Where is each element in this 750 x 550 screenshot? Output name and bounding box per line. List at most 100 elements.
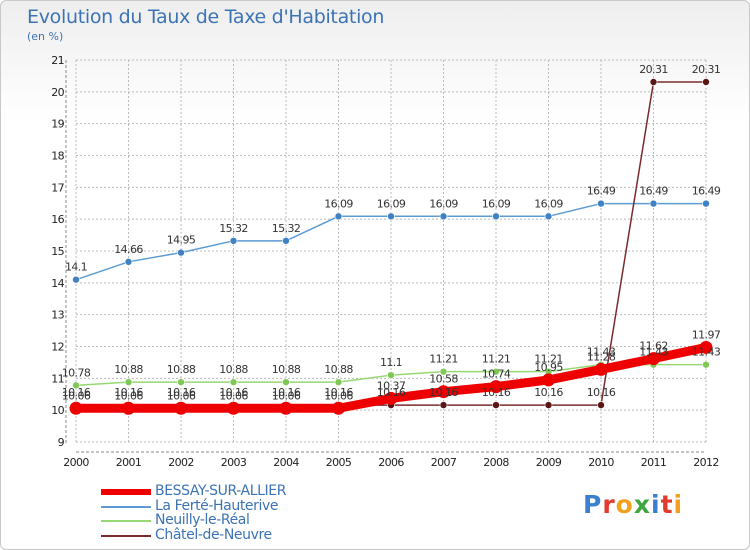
data-label: 14.95 xyxy=(167,234,196,247)
data-point xyxy=(542,373,555,387)
legend-label: BESSAY-SUR-ALLIER xyxy=(155,483,287,499)
data-point xyxy=(279,401,293,415)
data-label: 14.1 xyxy=(65,261,87,274)
data-label: 15.32 xyxy=(219,222,248,235)
data-point xyxy=(387,371,395,379)
data-label: 11.1 xyxy=(380,356,402,369)
data-labels: 14.1 14.66 14.95 15.32 15.32 16.09 16.09 16.09 1… xyxy=(62,63,722,402)
data-point xyxy=(177,378,185,386)
data-point xyxy=(437,385,450,399)
data-point xyxy=(124,378,133,386)
data-label: 10.16 xyxy=(482,386,511,399)
chart-unit: (en %) xyxy=(27,30,64,43)
data-label: 20.31 xyxy=(639,63,668,76)
data-point xyxy=(439,401,448,409)
data-point xyxy=(229,378,238,386)
data-point xyxy=(649,199,658,208)
legend-item-chatel[interactable]: Châtel-de-Neuvre xyxy=(101,526,361,544)
data-point xyxy=(122,401,135,415)
x-tick-label: 2004 xyxy=(273,456,299,469)
data-label: 10.88 xyxy=(272,363,301,376)
data-label: 11.43 xyxy=(692,346,721,359)
legend-label: Neuilly-le-Réal xyxy=(155,512,250,528)
data-point xyxy=(334,378,343,386)
data-label: 11.43 xyxy=(639,346,668,359)
data-point xyxy=(647,352,660,366)
data-label: 10.88 xyxy=(167,363,196,376)
y-tick-label: 17 xyxy=(51,181,64,194)
data-label: 10.16 xyxy=(114,386,143,399)
data-label: 11.28 xyxy=(587,350,616,363)
y-tick-label: 14 xyxy=(51,277,64,290)
x-tick-label: 2011 xyxy=(641,456,667,469)
data-label: 20.31 xyxy=(692,63,721,76)
data-label: 10.88 xyxy=(219,363,248,376)
logo-letter: t xyxy=(660,490,674,519)
x-tick-label: 2006 xyxy=(378,456,404,469)
data-point xyxy=(229,237,238,245)
data-label: 10.16 xyxy=(429,386,458,399)
legend-item-la-ferte[interactable]: La Ferté-Hauterive xyxy=(101,498,361,515)
data-point xyxy=(492,212,500,221)
data-label: 10.06 xyxy=(114,389,143,402)
y-tick-label: 9 xyxy=(58,436,65,449)
data-label: 10.88 xyxy=(324,363,353,376)
legend-item-neuilly[interactable]: Neuilly-le-Réal xyxy=(101,512,361,529)
data-point xyxy=(597,199,605,208)
data-label: 16.09 xyxy=(534,197,563,210)
logo-letter: x xyxy=(633,490,651,519)
x-tick-label: 2003 xyxy=(221,456,247,469)
data-point xyxy=(72,275,80,284)
data-label: 16.49 xyxy=(639,185,668,198)
data-point xyxy=(699,340,713,354)
data-point xyxy=(544,401,553,409)
data-label: 10.16 xyxy=(167,386,196,399)
x-tick-label: 2002 xyxy=(168,456,194,469)
data-point xyxy=(334,212,343,221)
data-label: 11.21 xyxy=(429,353,458,366)
data-point xyxy=(649,78,658,86)
chart-title: Evolution du Taux de Taxe d'Habitation xyxy=(27,6,385,28)
legend-item-bessay[interactable]: BESSAY-SUR-ALLIER xyxy=(101,483,361,500)
data-label: 10.16 xyxy=(324,386,353,399)
data-label: 10.78 xyxy=(62,366,91,379)
y-tick-label: 12 xyxy=(51,341,64,354)
x-tick-label: 2008 xyxy=(483,456,509,469)
data-label: 11.21 xyxy=(482,353,511,366)
y-tick-label: 11 xyxy=(51,372,64,385)
data-point xyxy=(332,401,345,415)
data-label: 10.06 xyxy=(62,389,91,402)
logo-letter: P xyxy=(583,490,603,519)
x-tick-label: 2000 xyxy=(63,456,89,469)
data-label: 15.32 xyxy=(272,222,301,235)
axes: 9 10 11 12 13 14 15 16 17 18 19 20 21 2000 2001 2002 200… xyxy=(51,54,719,469)
data-point xyxy=(492,367,500,376)
data-point xyxy=(177,248,185,257)
legend-swatch-bessay xyxy=(101,489,151,495)
x-tick-label: 2012 xyxy=(693,456,719,469)
data-label: 10.16 xyxy=(272,386,301,399)
x-tick-label: 2007 xyxy=(431,456,457,469)
data-label: 16.09 xyxy=(324,197,353,210)
data-label: 16.09 xyxy=(429,197,458,210)
logo-letter: r xyxy=(602,490,616,519)
data-point xyxy=(544,212,553,221)
data-label: 10.16 xyxy=(587,386,616,399)
proxiti-logo: Proxiti xyxy=(583,490,683,519)
data-point xyxy=(702,199,710,208)
legend-swatch-chatel xyxy=(101,534,151,537)
x-tick-label: 2001 xyxy=(116,456,142,469)
data-point xyxy=(439,367,448,376)
x-tick-label: 2009 xyxy=(536,456,562,469)
legend-swatch-la-ferte xyxy=(101,505,151,508)
data-point xyxy=(439,212,448,221)
legend-label: Châtel-de-Neuvre xyxy=(155,526,272,543)
legend-swatch-neuilly xyxy=(101,520,151,522)
data-point xyxy=(69,401,83,415)
data-point xyxy=(702,360,710,369)
data-label: 10.37 xyxy=(377,379,406,392)
logo-letter: i xyxy=(673,490,684,519)
data-point xyxy=(387,212,395,221)
series-lines xyxy=(69,78,713,415)
